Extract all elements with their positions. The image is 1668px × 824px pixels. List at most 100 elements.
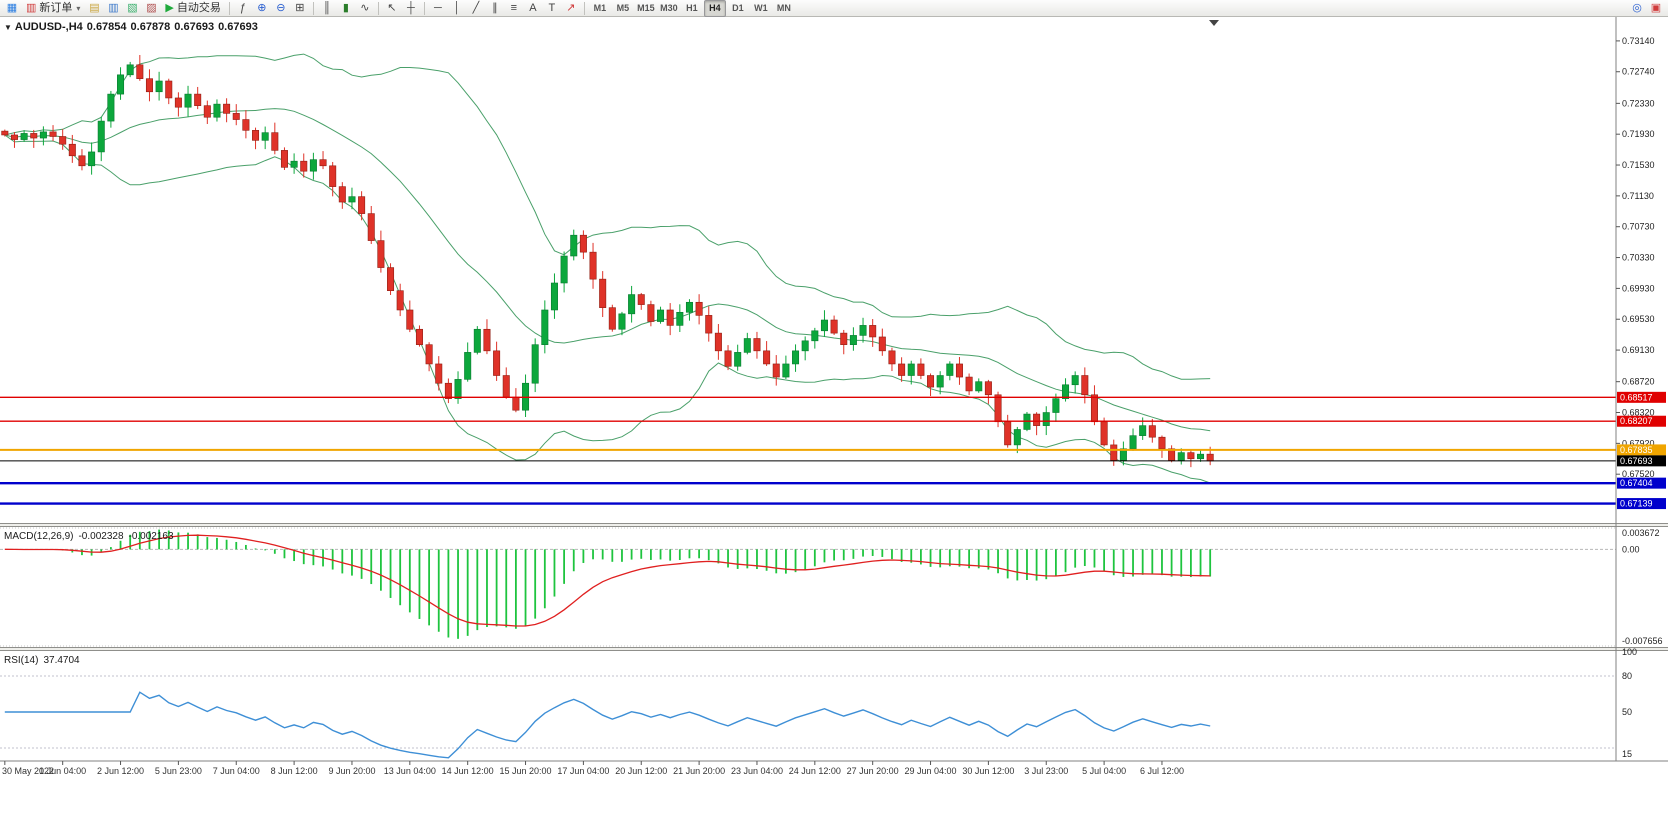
timeframe-w1-button[interactable]: W1 xyxy=(754,2,768,13)
hline-tool-icon[interactable]: ─ xyxy=(433,1,442,14)
ohlc-high: 0.67878 xyxy=(130,21,171,33)
svg-text:2 Jun 12:00: 2 Jun 12:00 xyxy=(97,766,144,776)
svg-text:50: 50 xyxy=(1622,707,1632,717)
timeframe-m5-button[interactable]: M5 xyxy=(616,2,630,13)
timeframe-mn-button[interactable]: MN xyxy=(776,2,791,13)
timeframe-h4-button[interactable]: H4 xyxy=(703,0,726,17)
chart-canvas[interactable]: 0.73140 0.72740 0.72330 0.71930 0.71530 0.711… xyxy=(0,17,1668,824)
navigator-icon[interactable]: ▧ xyxy=(127,1,138,14)
timeframe-h1-button[interactable]: H1 xyxy=(686,2,698,13)
timeframe-m30-button[interactable]: M30 xyxy=(660,2,678,13)
new-order-button-icon: ▥ xyxy=(26,1,37,14)
bars-mode-icon[interactable]: ║ xyxy=(322,1,331,14)
svg-text:7 Jun 04:00: 7 Jun 04:00 xyxy=(213,766,260,776)
timeframe-m1-button[interactable]: M1 xyxy=(593,2,607,13)
svg-text:23 Jun 04:00: 23 Jun 04:00 xyxy=(731,766,783,776)
svg-text:0.68517: 0.68517 xyxy=(1620,392,1653,402)
price-tag: 0.67693 xyxy=(1617,455,1666,467)
svg-text:6 Jul 12:00: 6 Jul 12:00 xyxy=(1140,766,1184,776)
svg-text:13 Jun 04:00: 13 Jun 04:00 xyxy=(384,766,436,776)
svg-text:8 Jun 12:00: 8 Jun 12:00 xyxy=(271,766,318,776)
svg-text:-0.007656: -0.007656 xyxy=(1622,636,1663,646)
svg-text:0.72330: 0.72330 xyxy=(1622,98,1655,108)
charts-cascade-icon[interactable]: ▤ xyxy=(89,1,100,14)
panel-splitter[interactable] xyxy=(0,647,1668,651)
svg-text:5 Jul 04:00: 5 Jul 04:00 xyxy=(1082,766,1126,776)
svg-text:27 Jun 20:00: 27 Jun 20:00 xyxy=(847,766,899,776)
zoom-in-icon[interactable]: ⊕ xyxy=(257,1,267,14)
svg-text:1 Jun 04:00: 1 Jun 04:00 xyxy=(39,766,86,776)
timeframe-m15-button[interactable]: M15 xyxy=(637,2,655,13)
search-icon[interactable]: ◎ xyxy=(1632,1,1642,14)
candles-mode-icon[interactable]: ▮ xyxy=(342,1,349,14)
svg-text:0.67404: 0.67404 xyxy=(1620,478,1653,488)
svg-text:80: 80 xyxy=(1622,671,1632,681)
label-tool-icon[interactable]: T xyxy=(548,1,556,14)
toolbar-separator xyxy=(228,1,230,15)
caret-down-icon: ▾ xyxy=(76,3,81,13)
timeframe-d1-button[interactable]: D1 xyxy=(732,2,744,13)
panel-splitter[interactable] xyxy=(0,523,1668,527)
svg-text:30 May 2022: 30 May 2022 xyxy=(2,766,54,776)
svg-text:0.68720: 0.68720 xyxy=(1622,377,1655,387)
svg-text:0.71530: 0.71530 xyxy=(1622,160,1655,170)
indicators-icon[interactable]: ƒ xyxy=(239,1,246,14)
vline-tool-icon[interactable]: │ xyxy=(453,1,461,14)
trendline-tool-icon[interactable]: ╱ xyxy=(472,1,480,14)
svg-text:0.67693: 0.67693 xyxy=(1620,456,1653,466)
autotrade-button[interactable]: ▶ 自动交易 xyxy=(161,0,224,17)
price-axis: 0.73140 0.72740 0.72330 0.71930 0.71530 0.711… xyxy=(0,17,1668,762)
svg-text:0.69930: 0.69930 xyxy=(1622,283,1655,293)
svg-text:0.69530: 0.69530 xyxy=(1622,314,1655,324)
svg-text:17 Jun 04:00: 17 Jun 04:00 xyxy=(557,766,609,776)
toolbar-separator xyxy=(423,1,425,15)
crosshair-icon[interactable]: ┼ xyxy=(406,1,415,14)
svg-text:0.71130: 0.71130 xyxy=(1622,191,1654,201)
macd-value-signal: -0.002163 xyxy=(128,531,174,542)
macd-value-main: -0.002328 xyxy=(78,531,124,542)
ohlc-low: 0.67693 xyxy=(174,21,215,33)
line-mode-icon[interactable]: ∿ xyxy=(360,1,370,14)
new-chart-icon[interactable]: ▦ xyxy=(6,1,18,14)
ohlc-open: 0.67854 xyxy=(86,21,127,33)
svg-text:14 Jun 12:00: 14 Jun 12:00 xyxy=(442,766,494,776)
svg-text:0.69130: 0.69130 xyxy=(1622,345,1655,355)
svg-text:0.70330: 0.70330 xyxy=(1622,253,1655,263)
macd-panel xyxy=(0,527,1616,647)
svg-text:0.67835: 0.67835 xyxy=(1620,445,1653,455)
svg-text:0.68320: 0.68320 xyxy=(1622,408,1655,418)
new-order-button[interactable]: ▥ 新订单 ▾ xyxy=(22,0,84,17)
price-tag: 0.67139 xyxy=(1617,498,1666,510)
price-tag: 0.68207 xyxy=(1617,415,1666,427)
macd-title: MACD(12,26,9) xyxy=(4,531,74,542)
autotrade-button-label: 自动交易 xyxy=(176,1,221,14)
channel-tool-icon[interactable]: ∥ xyxy=(492,1,498,14)
chart-menu-icon[interactable]: ▼ xyxy=(4,23,12,32)
svg-text:100: 100 xyxy=(1622,647,1637,657)
toolbar-separator xyxy=(312,1,314,15)
terminal-icon[interactable]: ▨ xyxy=(146,1,157,14)
cursor-icon[interactable]: ↖ xyxy=(387,1,397,14)
svg-text:0.71930: 0.71930 xyxy=(1622,129,1655,139)
tile-windows-icon[interactable]: ⊞ xyxy=(295,1,305,14)
arrows-tool-icon[interactable]: ↗ xyxy=(566,1,576,14)
svg-text:29 Jun 04:00: 29 Jun 04:00 xyxy=(905,766,957,776)
text-tool-icon[interactable]: A xyxy=(529,1,537,14)
svg-text:3 Jul 23:00: 3 Jul 23:00 xyxy=(1024,766,1068,776)
price-tag: 0.67404 xyxy=(1617,477,1666,489)
svg-text:0.72740: 0.72740 xyxy=(1622,67,1655,77)
svg-text:24 Jun 12:00: 24 Jun 12:00 xyxy=(789,766,841,776)
zoom-out-icon[interactable]: ⊖ xyxy=(276,1,286,14)
ohlc-close: 0.67693 xyxy=(218,21,258,33)
community-icon[interactable]: ▣ xyxy=(1650,1,1662,14)
chart-shift-icon xyxy=(1209,20,1219,26)
new-order-button-label: 新订单 xyxy=(39,1,73,14)
horizontal-lines[interactable] xyxy=(0,396,1616,505)
rsi-title: RSI(14) xyxy=(4,655,39,666)
svg-text:0.67139: 0.67139 xyxy=(1620,499,1653,509)
market-watch-icon[interactable]: ▥ xyxy=(108,1,119,14)
fibonacci-tool-icon[interactable]: ≡ xyxy=(510,1,518,14)
svg-text:15 Jun 20:00: 15 Jun 20:00 xyxy=(500,766,552,776)
